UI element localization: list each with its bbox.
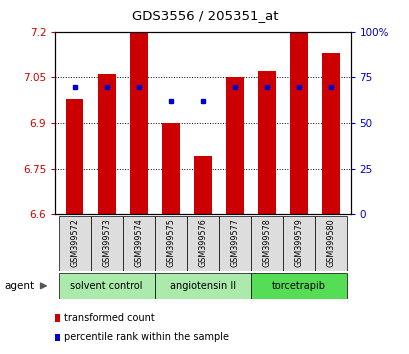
Text: GSM399572: GSM399572	[70, 218, 79, 267]
Text: GDS3556 / 205351_at: GDS3556 / 205351_at	[131, 9, 278, 22]
Text: GSM399576: GSM399576	[198, 218, 207, 267]
FancyBboxPatch shape	[58, 216, 90, 271]
FancyBboxPatch shape	[250, 216, 283, 271]
Bar	[130, 32, 147, 214]
Text: GSM399574: GSM399574	[134, 218, 143, 267]
FancyBboxPatch shape	[250, 273, 346, 299]
Text: GSM399578: GSM399578	[262, 218, 271, 267]
Text: torcetrapib: torcetrapib	[272, 281, 326, 291]
Text: solvent control: solvent control	[70, 281, 143, 291]
FancyBboxPatch shape	[90, 216, 122, 271]
FancyBboxPatch shape	[155, 273, 250, 299]
FancyBboxPatch shape	[122, 216, 155, 271]
FancyBboxPatch shape	[187, 216, 218, 271]
Text: GSM399579: GSM399579	[294, 218, 303, 267]
Text: agent: agent	[4, 281, 34, 291]
Text: GSM399577: GSM399577	[230, 218, 239, 267]
Text: GSM399580: GSM399580	[326, 218, 335, 267]
Text: GSM399575: GSM399575	[166, 218, 175, 267]
Text: GSM399573: GSM399573	[102, 218, 111, 267]
Bar	[322, 53, 339, 214]
Bar	[226, 78, 243, 214]
Bar	[98, 74, 115, 214]
FancyBboxPatch shape	[155, 216, 187, 271]
Text: angiotensin II: angiotensin II	[169, 281, 236, 291]
FancyBboxPatch shape	[283, 216, 315, 271]
FancyBboxPatch shape	[58, 273, 155, 299]
FancyBboxPatch shape	[218, 216, 250, 271]
Bar	[162, 123, 179, 214]
Bar	[193, 156, 211, 214]
Text: percentile rank within the sample: percentile rank within the sample	[64, 332, 229, 342]
Bar	[258, 72, 275, 214]
Text: transformed count: transformed count	[64, 313, 155, 323]
FancyBboxPatch shape	[315, 216, 346, 271]
Bar	[65, 99, 83, 214]
Bar	[290, 32, 307, 214]
